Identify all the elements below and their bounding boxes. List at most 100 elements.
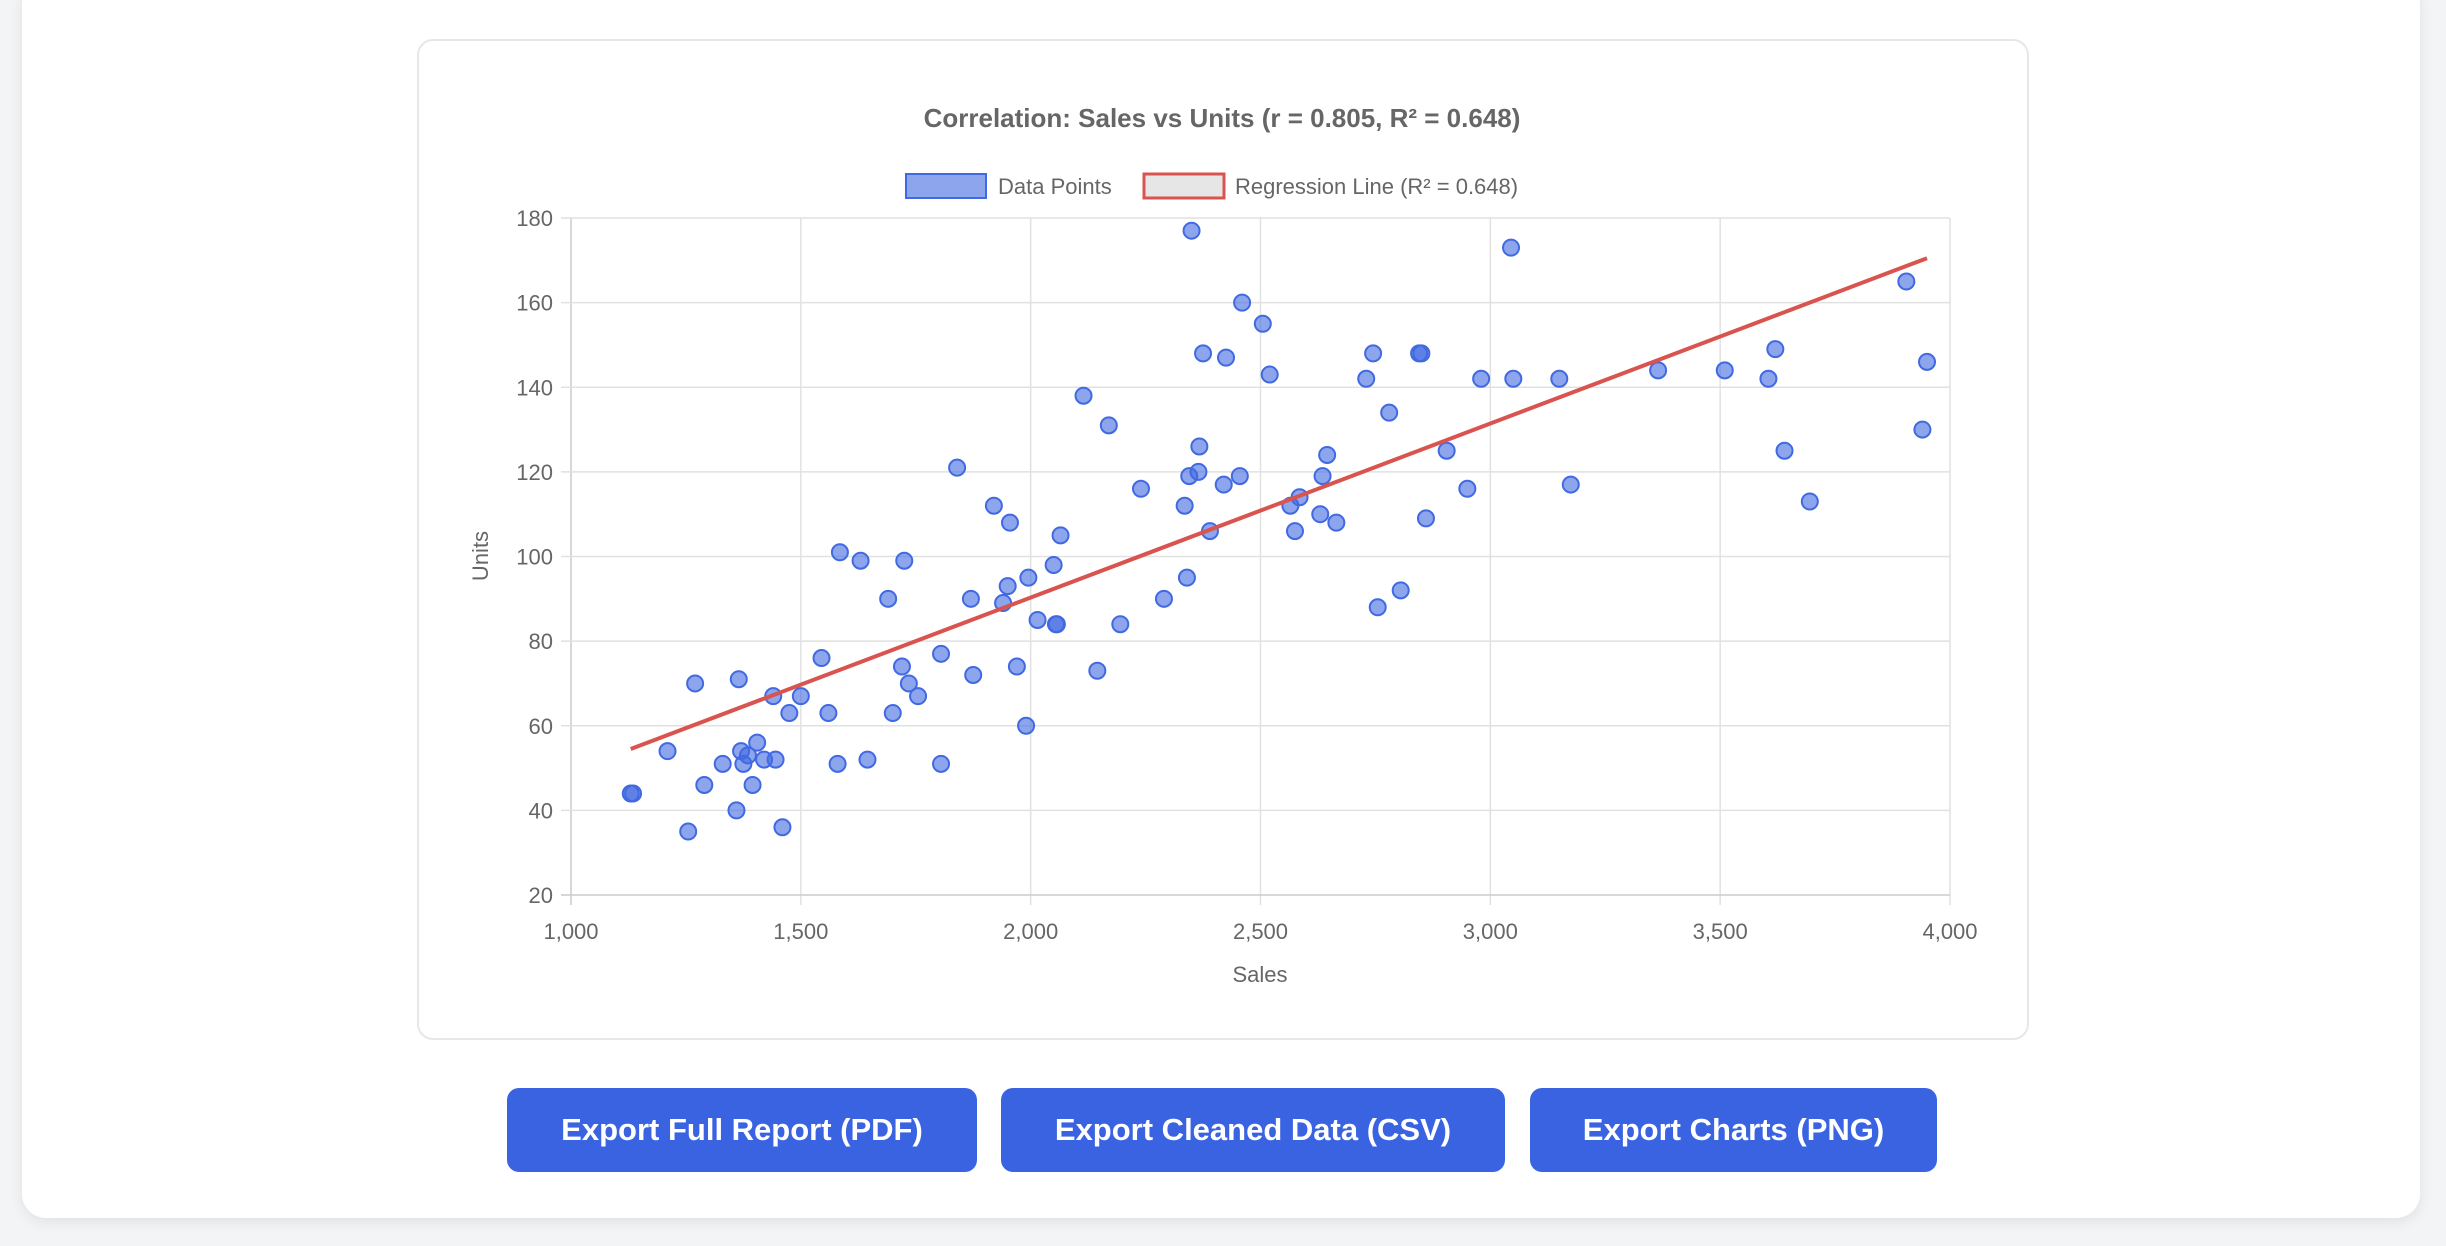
data-point	[1391, 581, 1410, 600]
y-tick-label: 80	[529, 629, 553, 654]
data-point	[909, 687, 928, 706]
data-point	[1918, 352, 1937, 371]
data-point	[1044, 555, 1063, 574]
data-point	[819, 704, 838, 723]
data-point	[1074, 386, 1093, 405]
legend-swatch-data-points[interactable]	[905, 173, 987, 199]
data-point	[1000, 513, 1019, 532]
data-point	[892, 657, 911, 676]
data-point	[1800, 492, 1819, 511]
data-point	[812, 649, 831, 668]
data-point	[1766, 340, 1785, 359]
data-point	[1175, 496, 1194, 515]
y-axis-label: Units	[468, 531, 493, 581]
data-point	[1759, 369, 1778, 388]
data-point	[895, 551, 914, 570]
data-point	[1502, 238, 1521, 257]
chart-title: Correlation: Sales vs Units (r = 0.805, …	[924, 103, 1521, 133]
data-point	[1437, 441, 1456, 460]
data-point	[1327, 513, 1346, 532]
data-point	[1177, 568, 1196, 587]
data-point	[1182, 221, 1201, 240]
data-point	[713, 754, 732, 773]
data-point	[1028, 610, 1047, 629]
data-point	[729, 670, 748, 689]
data-point	[1047, 615, 1066, 634]
data-point	[961, 589, 980, 608]
legend-swatch-regression[interactable]	[1142, 172, 1226, 200]
data-point	[858, 750, 877, 769]
data-point	[1897, 272, 1916, 291]
x-tick-label: 1,500	[773, 919, 828, 944]
export-png-button[interactable]: Export Charts (PNG)	[1530, 1088, 1937, 1172]
x-tick-label: 2,000	[1003, 919, 1058, 944]
export-csv-button[interactable]: Export Cleaned Data (CSV)	[1001, 1088, 1505, 1172]
data-point	[1214, 475, 1233, 494]
data-point	[1416, 509, 1435, 528]
data-point	[1088, 661, 1107, 680]
data-point	[1550, 369, 1569, 388]
data-point	[1194, 344, 1213, 363]
data-point	[1260, 365, 1279, 384]
data-point	[1380, 403, 1399, 422]
data-point	[748, 733, 767, 752]
data-point	[1458, 479, 1477, 498]
data-point	[1913, 420, 1932, 439]
legend: Data Points Regression Line (R² = 0.648)	[905, 172, 1518, 200]
data-point	[1017, 716, 1036, 735]
grid	[561, 217, 1951, 905]
data-point	[1318, 445, 1337, 464]
data-point	[879, 589, 898, 608]
data-point	[851, 551, 870, 570]
tick-labels: 1,000 1,500 2,000 2,500 3,000 3,500 4,000 20 40 6…	[516, 206, 1977, 944]
data-point	[738, 746, 757, 765]
y-tick-label: 40	[529, 798, 553, 823]
x-tick-label: 3,500	[1693, 919, 1748, 944]
data-point	[1230, 467, 1249, 486]
data-marks	[621, 221, 1937, 841]
data-point	[780, 704, 799, 723]
regression-line	[630, 256, 1928, 751]
data-point	[1131, 479, 1150, 498]
data-point	[743, 775, 762, 794]
data-point	[1368, 598, 1387, 617]
x-tick-label: 2,500	[1233, 919, 1288, 944]
data-point	[658, 742, 677, 761]
y-tick-label: 100	[516, 545, 553, 570]
legend-label-regression[interactable]: Regression Line (R² = 0.648)	[1235, 174, 1518, 199]
data-point	[1775, 441, 1794, 460]
data-point	[964, 665, 983, 684]
y-tick-label: 160	[516, 291, 553, 316]
data-point	[1649, 361, 1668, 380]
data-point	[1111, 615, 1130, 634]
data-point	[883, 704, 902, 723]
data-point	[773, 818, 792, 837]
data-point	[766, 750, 785, 769]
y-tick-label: 140	[516, 375, 553, 400]
data-point	[932, 644, 951, 663]
legend-label-data-points[interactable]: Data Points	[998, 174, 1112, 199]
data-point	[984, 496, 1003, 515]
data-point	[1154, 589, 1173, 608]
data-point	[1253, 314, 1272, 333]
data-point	[1472, 369, 1491, 388]
data-point	[679, 822, 698, 841]
data-point	[932, 754, 951, 773]
data-point	[998, 577, 1017, 596]
data-point	[1233, 293, 1252, 312]
export-pdf-button[interactable]: Export Full Report (PDF)	[507, 1088, 977, 1172]
data-point	[1019, 568, 1038, 587]
x-axis-label: Sales	[1232, 962, 1287, 987]
data-point	[1099, 416, 1118, 435]
data-point	[1311, 505, 1330, 524]
data-point	[624, 784, 643, 803]
data-point	[1357, 369, 1376, 388]
data-point	[1715, 361, 1734, 380]
x-tick-label: 4,000	[1922, 919, 1977, 944]
data-point	[899, 674, 918, 693]
data-point	[830, 543, 849, 562]
y-tick-label: 60	[529, 714, 553, 739]
data-point	[1217, 348, 1236, 367]
data-point	[1313, 467, 1332, 486]
